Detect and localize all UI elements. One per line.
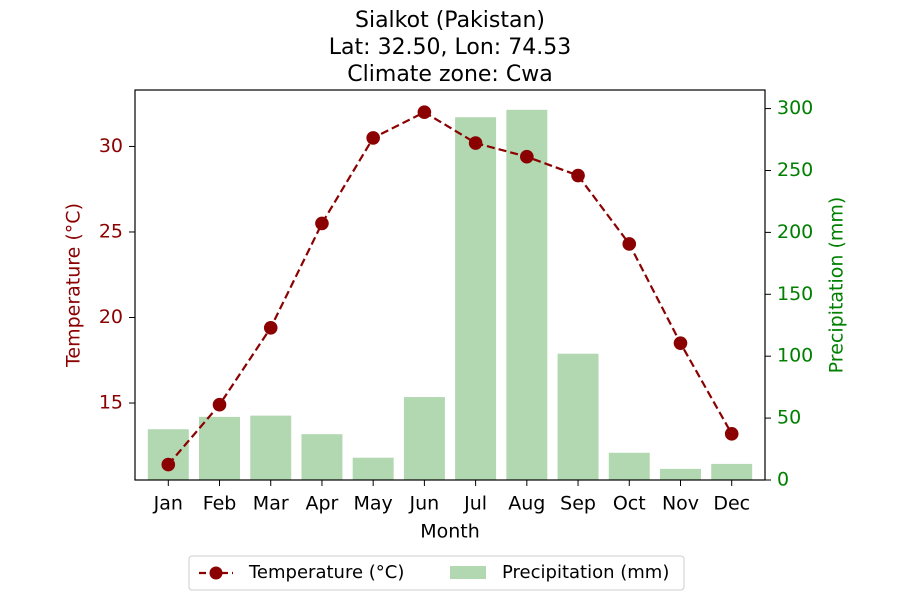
precipitation-bar-mar <box>250 415 292 480</box>
legend-precipitation-swatch <box>450 566 486 579</box>
precipitation-axis-title: Precipitation (mm) <box>826 197 848 374</box>
precipitation-bars <box>147 109 753 481</box>
temperature-marker-jul <box>468 136 483 150</box>
x-tick-label-nov: Nov <box>662 493 699 515</box>
precipitation-bar-may <box>352 457 394 480</box>
temperature-marker-nov <box>673 336 688 350</box>
precipitation-bar-aug <box>506 109 548 481</box>
legend-temperature-marker <box>209 566 223 580</box>
precipitation-bar-jan <box>147 429 189 480</box>
x-tick-label-jan: Jan <box>153 493 183 515</box>
precipitation-bar-dec <box>711 463 753 480</box>
x-tick-label-may: May <box>354 493 393 515</box>
x-tick-label-mar: Mar <box>253 493 289 515</box>
x-tick-label-feb: Feb <box>203 493 237 515</box>
x-tick-label-sep: Sep <box>560 493 596 515</box>
temperature-tick-label-20: 20 <box>99 306 123 328</box>
precipitation-tick-label-0: 0 <box>777 469 789 491</box>
legend-entry-precipitation: Precipitation (mm) <box>450 562 669 583</box>
precipitation-bar-jul <box>455 117 497 480</box>
x-tick-label-oct: Oct <box>613 493 646 515</box>
precipitation-bar-jun <box>403 397 445 480</box>
temperature-marker-feb <box>212 397 227 412</box>
temperature-axis: 15 20 25 30 <box>99 135 135 414</box>
temperature-marker-may <box>366 131 380 145</box>
temperature-marker-oct <box>622 237 637 251</box>
precipitation-tick-label-50: 50 <box>777 407 801 429</box>
temperature-marker-aug <box>520 149 534 164</box>
temperature-tick-label-30: 30 <box>99 135 123 157</box>
chart-title: Sialkot (Pakistan) Lat: 32.50, Lon: 74.5… <box>329 8 571 87</box>
precipitation-tick-label-250: 250 <box>777 159 813 181</box>
x-tick-label-jul: Jul <box>463 493 487 515</box>
temperature-marker-jun <box>417 105 432 120</box>
temperature-marker-dec <box>724 427 739 441</box>
temperature-marker-sep <box>571 168 585 183</box>
x-tick-label-jun: Jun <box>409 493 440 515</box>
precipitation-bar-feb <box>199 416 240 480</box>
temperature-tick-label-25: 25 <box>99 220 123 242</box>
legend: Temperature (°C) Precipitation (mm) <box>188 555 685 591</box>
precipitation-axis: 0 50 100 150 200 250 300 <box>765 97 813 491</box>
x-tick-label-apr: Apr <box>306 493 339 515</box>
precipitation-bar-oct <box>608 452 650 480</box>
precipitation-tick-label-100: 100 <box>777 345 813 367</box>
chart-title-line-3: Climate zone: Cwa <box>347 62 552 87</box>
legend-box <box>188 555 685 591</box>
precipitation-bar-apr <box>301 434 343 480</box>
x-axis: Jan Feb Mar Apr May Jun Jul Aug Sep Oct Nov Dec <box>153 480 750 515</box>
chart-title-line-2: Lat: 32.50, Lon: 74.53 <box>329 35 571 60</box>
legend-precipitation-label: Precipitation (mm) <box>502 562 669 583</box>
temperature-line <box>167 110 733 466</box>
x-axis-title: Month <box>420 521 480 543</box>
precipitation-tick-label-200: 200 <box>777 221 813 243</box>
x-tick-label-aug: Aug <box>508 493 545 515</box>
precipitation-tick-label-300: 300 <box>777 97 813 119</box>
precipitation-bar-sep <box>557 353 599 480</box>
temperature-tick-label-15: 15 <box>99 392 123 414</box>
precipitation-tick-label-150: 150 <box>777 283 813 305</box>
plot-frame <box>134 89 766 481</box>
temperature-marker-jan <box>161 457 176 472</box>
chart-title-line-1: Sialkot (Pakistan) <box>355 8 545 33</box>
legend-temperature-label: Temperature (°C) <box>248 562 404 583</box>
temperature-axis-title: Temperature (°C) <box>63 203 85 368</box>
x-tick-label-dec: Dec <box>713 493 750 515</box>
temperature-series <box>161 105 739 472</box>
precipitation-bar-nov <box>660 468 701 480</box>
legend-entry-temperature: Temperature (°C) <box>199 562 404 583</box>
temperature-marker-apr <box>315 216 329 231</box>
temperature-marker-mar <box>263 320 278 335</box>
